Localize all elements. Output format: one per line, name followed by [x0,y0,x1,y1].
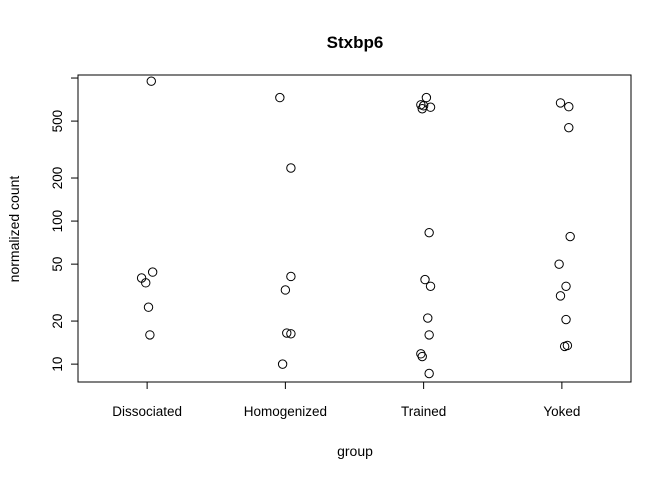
y-tick-label: 200 [50,167,65,190]
y-tick-label: 100 [50,210,65,233]
data-points [136,76,575,379]
y-tick-label: 20 [50,314,65,329]
y-tick-label: 50 [50,257,65,272]
data-point [559,341,570,352]
data-point [555,291,566,301]
data-point [424,368,434,379]
y-axis: 10 20 50 100 200 500 [50,77,79,372]
data-point [286,163,296,173]
data-point [280,285,291,295]
data-point [554,259,564,269]
data-point [147,267,158,277]
data-point [425,281,436,291]
data-point [146,76,156,86]
chart-title: Stxbp6 [327,33,384,52]
data-point [143,302,154,312]
data-point [565,231,575,242]
x-axis: Dissociated Homogenized Trained Yoked [112,381,580,419]
y-tick-label: 500 [50,110,65,133]
data-point [277,359,288,369]
x-tick-label: Trained [401,404,446,419]
data-point [141,278,151,288]
y-tick-label: 10 [50,357,65,372]
data-point [145,330,155,340]
data-point [416,349,426,359]
x-tick-label: Homogenized [244,404,327,419]
plot-frame [77,74,632,383]
data-point [561,314,571,325]
x-tick-label: Dissociated [112,404,182,419]
y-axis-title: normalized count [6,176,22,283]
data-point [424,330,434,340]
data-point [286,271,296,282]
data-point [561,281,571,291]
data-point [286,329,296,339]
data-point [564,102,574,112]
x-tick-label: Yoked [543,404,580,419]
data-point [564,122,574,133]
x-axis-title: group [337,443,373,459]
data-point [417,104,427,114]
data-point [421,92,432,103]
data-point [420,274,430,285]
data-point [417,351,427,362]
data-point [275,92,285,103]
data-point [424,227,434,238]
data-point [555,98,566,108]
data-point [282,328,292,338]
data-point [423,313,433,323]
